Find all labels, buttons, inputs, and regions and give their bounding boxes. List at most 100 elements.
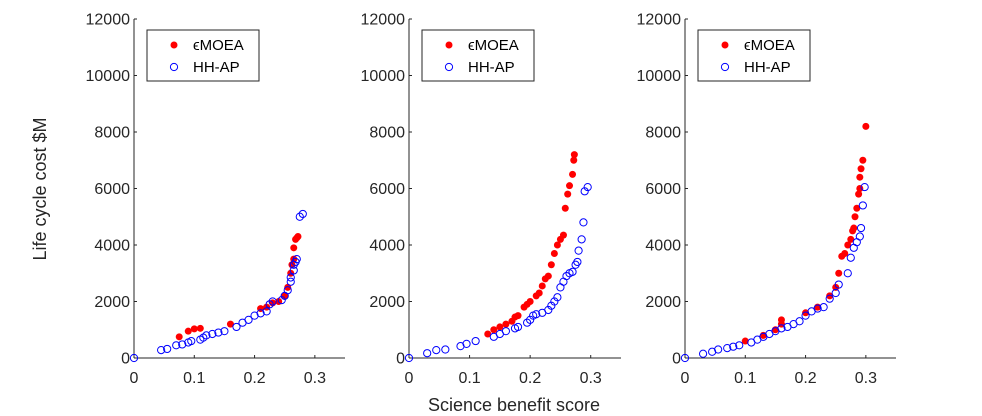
data-point	[262, 307, 271, 316]
x-tick-label: 0.3	[855, 370, 877, 387]
data-point	[564, 190, 572, 198]
data-point	[441, 345, 450, 354]
legend-marker	[169, 62, 179, 72]
data-point	[847, 235, 855, 243]
data-point	[856, 185, 864, 192]
data-point	[843, 269, 852, 278]
data-point	[244, 315, 253, 324]
data-point	[490, 326, 498, 334]
y-tick-label: 8000	[645, 125, 681, 142]
x-tick-label: 0.1	[458, 370, 480, 387]
x-tick-label: 0.3	[304, 370, 326, 387]
data-point	[579, 218, 588, 227]
data-point	[777, 324, 786, 333]
y-tick-label: 10000	[361, 68, 406, 85]
y-tick-label: 12000	[637, 12, 682, 29]
data-point	[484, 330, 492, 338]
legend-label: ϵMOEA	[468, 37, 519, 54]
y-tick-label: 2000	[369, 294, 405, 311]
x-tick-label: 0.2	[519, 370, 541, 387]
data-point	[735, 341, 744, 350]
data-point	[286, 273, 295, 282]
data-point	[184, 327, 192, 335]
legend-box	[146, 29, 260, 82]
x-tick-label: 0.1	[734, 370, 756, 387]
y-tick-label: 2000	[94, 294, 130, 311]
y-tick-label: 4000	[369, 238, 405, 255]
x-axis-label: Science benefit score	[428, 395, 600, 415]
series-hhap	[404, 182, 592, 363]
legend-label: ϵMOEA	[193, 37, 244, 54]
data-point	[214, 328, 223, 337]
data-point	[729, 342, 738, 351]
data-point	[834, 280, 843, 289]
data-point	[698, 349, 708, 358]
data-point	[163, 344, 172, 354]
legend-marker	[170, 41, 178, 49]
subplot-3: 0 2000 4000 6000 8000 10000 12000 0 0.1 0.2 0.3 ϵMO…	[637, 12, 896, 387]
data-point	[568, 267, 577, 276]
series-hhap	[129, 209, 307, 363]
legend-label: HH-AP	[468, 59, 515, 76]
data-point	[570, 156, 578, 164]
data-point	[232, 322, 241, 332]
data-point	[295, 212, 304, 221]
data-point	[577, 235, 586, 244]
data-point	[844, 241, 852, 249]
data-point	[289, 266, 298, 275]
data-point	[544, 305, 553, 315]
data-point	[514, 312, 522, 320]
data-point	[265, 300, 274, 309]
data-point	[187, 336, 196, 346]
data-point	[561, 204, 569, 212]
data-point	[538, 282, 546, 290]
y-tick-label: 0	[121, 351, 130, 368]
x-tick-label: 0.3	[580, 370, 602, 387]
data-point	[566, 182, 574, 190]
legend-marker	[444, 62, 454, 72]
y-tick-label: 6000	[645, 181, 681, 198]
data-point	[855, 190, 863, 198]
data-point	[496, 323, 504, 331]
data-point	[220, 327, 229, 336]
x-tick-label: 0.2	[243, 370, 265, 387]
y-tick-label: 10000	[86, 68, 131, 85]
data-point	[432, 345, 441, 355]
data-point	[462, 339, 471, 348]
data-point	[526, 315, 535, 324]
data-point	[853, 204, 861, 212]
series-emoea	[741, 122, 870, 345]
data-point	[178, 340, 187, 349]
x-tick-label: 0.2	[794, 370, 816, 387]
data-point	[263, 303, 271, 311]
data-point	[826, 292, 834, 300]
data-point	[523, 318, 532, 327]
data-point	[569, 170, 577, 178]
data-point	[856, 173, 864, 181]
data-point	[513, 322, 523, 332]
data-point	[856, 223, 866, 233]
data-point	[851, 213, 859, 221]
data-point	[553, 241, 561, 249]
data-point	[714, 345, 723, 354]
y-tick-label: 8000	[369, 125, 405, 142]
legend-box	[697, 29, 811, 82]
subplot-1: 0 2000 4000 6000 8000 10000 12000 0 0.1 0.2 0.3 ϵMO…	[86, 12, 345, 387]
data-point	[544, 272, 552, 280]
series-hhap	[680, 182, 869, 363]
y-tick-label: 2000	[645, 294, 681, 311]
data-point	[583, 182, 592, 192]
data-point	[859, 156, 867, 164]
data-point	[559, 231, 567, 239]
y-tick-label: 4000	[94, 238, 130, 255]
data-point	[547, 261, 555, 269]
data-point	[550, 297, 559, 306]
data-point	[404, 353, 414, 363]
data-point	[298, 209, 307, 219]
x-tick-label: 0	[130, 370, 139, 387]
data-point	[723, 344, 732, 353]
y-tick-label: 4000	[645, 238, 681, 255]
data-point	[292, 255, 301, 264]
data-point	[550, 249, 558, 257]
